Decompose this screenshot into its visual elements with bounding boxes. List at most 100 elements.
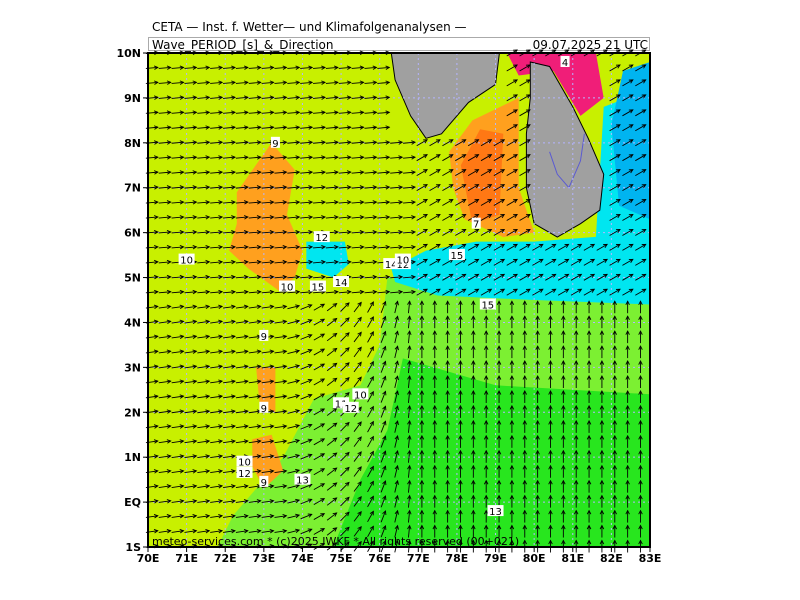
direction-arrow bbox=[300, 66, 313, 69]
direction-arrowhead bbox=[432, 539, 437, 545]
direction-arrow bbox=[210, 530, 223, 533]
direction-arrow bbox=[274, 320, 287, 324]
direction-arrow bbox=[222, 81, 236, 84]
direction-arrowhead bbox=[295, 528, 301, 534]
direction-arrow bbox=[223, 305, 236, 309]
direction-arrowhead bbox=[243, 439, 249, 444]
direction-arrow bbox=[455, 154, 466, 162]
direction-arrowhead bbox=[320, 498, 326, 503]
direction-arrowhead bbox=[458, 479, 463, 485]
direction-arrowhead bbox=[382, 330, 387, 336]
direction-arrowhead bbox=[369, 316, 374, 321]
direction-arrowhead bbox=[603, 288, 608, 293]
direction-arrowhead bbox=[599, 509, 605, 515]
direction-arrowhead bbox=[432, 524, 437, 530]
direction-arrow bbox=[325, 96, 338, 99]
footer-copyright: meteo-services.com * (c)2025 IWKF * All … bbox=[152, 535, 519, 548]
direction-arrow bbox=[171, 81, 184, 84]
direction-arrow bbox=[609, 124, 621, 132]
direction-arrow bbox=[235, 530, 248, 533]
direction-arrowhead bbox=[535, 330, 540, 335]
direction-arrowhead bbox=[615, 64, 621, 69]
direction-arrow bbox=[210, 186, 223, 189]
direction-arrowhead bbox=[385, 155, 391, 160]
direction-arrow bbox=[261, 246, 274, 249]
direction-arrowhead bbox=[573, 539, 579, 545]
direction-arrowhead bbox=[179, 80, 185, 85]
direction-arrow bbox=[325, 66, 338, 69]
direction-arrowhead bbox=[612, 375, 617, 380]
direction-arrow bbox=[609, 94, 621, 102]
direction-arrow bbox=[158, 111, 171, 114]
direction-arrowhead bbox=[192, 334, 198, 339]
direction-arrowhead bbox=[522, 524, 527, 530]
direction-arrow bbox=[429, 288, 441, 296]
direction-arrowhead bbox=[419, 434, 425, 440]
direction-arrow bbox=[210, 440, 223, 444]
direction-arrowhead bbox=[641, 214, 647, 219]
direction-arrowhead bbox=[471, 494, 476, 500]
direction-arrowhead bbox=[369, 525, 374, 531]
direction-arrowhead bbox=[295, 453, 301, 459]
direction-arrow bbox=[480, 154, 492, 162]
direction-arrow bbox=[442, 258, 454, 266]
direction-arrow bbox=[274, 470, 287, 474]
direction-arrow bbox=[222, 126, 236, 129]
direction-arrowhead bbox=[357, 540, 362, 546]
direction-arrow bbox=[248, 156, 261, 159]
lon-label: 76E bbox=[368, 552, 391, 565]
direction-arrowhead bbox=[369, 465, 374, 471]
direction-arrowhead bbox=[372, 125, 378, 130]
direction-arrowhead bbox=[256, 364, 262, 369]
direction-arrowhead bbox=[357, 346, 362, 352]
direction-arrow bbox=[197, 66, 210, 69]
direction-arrowhead bbox=[385, 110, 391, 115]
direction-arrow bbox=[367, 481, 374, 493]
direction-arrowhead bbox=[332, 377, 338, 383]
direction-arrow bbox=[326, 527, 337, 536]
direction-arrow bbox=[442, 169, 454, 177]
direction-arrowhead bbox=[612, 449, 617, 455]
direction-arrowhead bbox=[500, 228, 506, 234]
direction-arrowhead bbox=[461, 214, 467, 219]
direction-arrowhead bbox=[205, 80, 211, 85]
direction-arrow bbox=[635, 244, 646, 251]
direction-arrowhead bbox=[590, 273, 596, 278]
direction-arrow bbox=[248, 111, 261, 114]
direction-arrow bbox=[390, 186, 403, 189]
direction-arrow bbox=[222, 291, 236, 294]
direction-arrowhead bbox=[535, 434, 540, 440]
direction-arrow bbox=[351, 141, 364, 144]
direction-arrowhead bbox=[231, 155, 236, 160]
direction-arrowhead bbox=[641, 169, 647, 174]
contour-label: 10 bbox=[396, 256, 409, 267]
direction-arrow bbox=[197, 470, 210, 474]
direction-arrow bbox=[223, 440, 236, 444]
direction-arrowhead bbox=[564, 243, 570, 249]
direction-arrowhead bbox=[269, 499, 275, 504]
direction-arrowhead bbox=[357, 481, 362, 486]
direction-arrow bbox=[596, 258, 608, 266]
direction-arrowhead bbox=[525, 94, 531, 99]
direction-arrowhead bbox=[231, 364, 236, 369]
direction-arrowhead bbox=[551, 273, 557, 278]
direction-arrow bbox=[210, 515, 223, 518]
direction-arrowhead bbox=[496, 419, 502, 425]
direction-arrow bbox=[340, 302, 350, 312]
direction-arrowhead bbox=[513, 64, 518, 69]
direction-arrow bbox=[235, 141, 248, 144]
direction-arrow bbox=[222, 261, 236, 264]
direction-arrowhead bbox=[205, 528, 211, 534]
direction-arrowhead bbox=[419, 345, 425, 350]
direction-arrowhead bbox=[525, 109, 531, 114]
direction-arrowhead bbox=[295, 304, 301, 309]
direction-arrowhead bbox=[615, 109, 621, 114]
direction-arrow bbox=[300, 276, 313, 279]
direction-arrow bbox=[223, 530, 236, 533]
direction-arrowhead bbox=[509, 404, 515, 410]
direction-arrow bbox=[158, 365, 171, 369]
direction-arrowhead bbox=[432, 345, 437, 350]
direction-arrowhead bbox=[320, 483, 326, 488]
direction-arrow bbox=[394, 510, 399, 523]
direction-arrow bbox=[609, 64, 621, 72]
